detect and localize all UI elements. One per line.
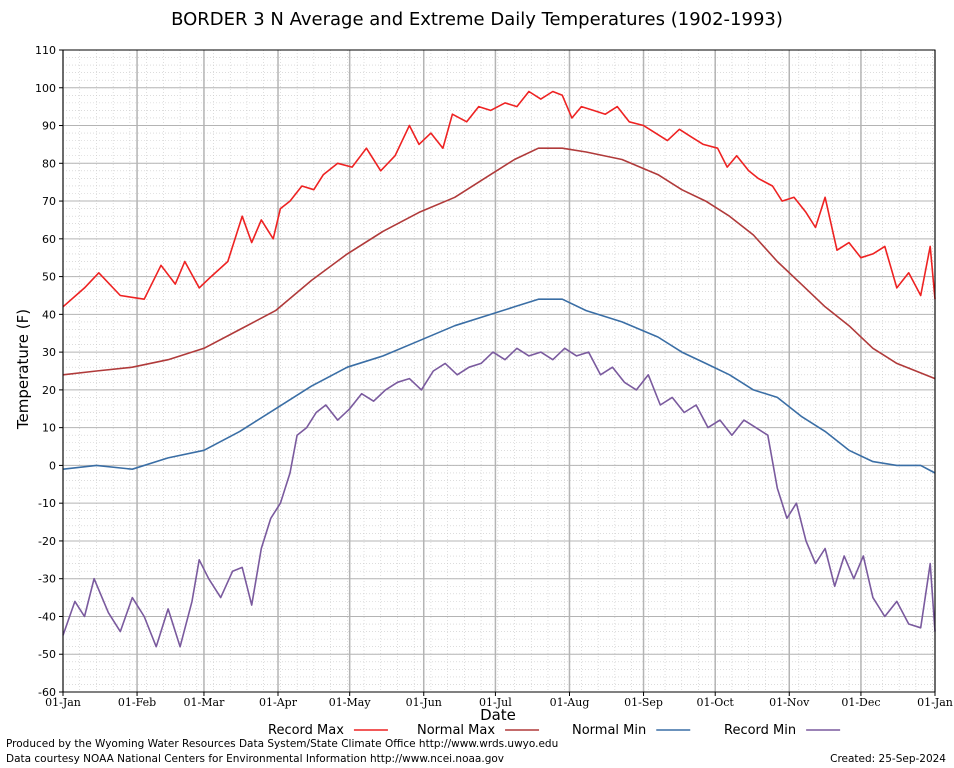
y-tick-label: -40 (38, 610, 56, 623)
series-layer (62, 90, 936, 648)
y-tick-label: -30 (38, 573, 56, 586)
x-axis: 01-Jan 01-Feb 01-Mar 01-Apr 01-May 01-Jun 01-J… (45, 692, 953, 709)
y-tick-label: 60 (42, 233, 56, 246)
chart-title: BORDER 3 N Average and Extreme Daily Tem… (171, 9, 783, 30)
series-line-normal-min (62, 298, 936, 474)
y-axis: 1101009080706050403020100-10-20-30-40-50… (35, 44, 63, 699)
y-tick-label: 90 (42, 120, 56, 133)
y-tick-label: -50 (38, 648, 56, 661)
y-tick-label: 30 (42, 346, 56, 359)
y-tick-label: 40 (42, 308, 56, 321)
legend-label: Normal Min (572, 723, 646, 738)
footer-produced-by: Produced by the Wyoming Water Resources … (6, 738, 559, 750)
y-tick-label: -60 (38, 686, 56, 699)
x-tick-label: 01-Dec (841, 696, 880, 709)
y-tick-label: -20 (38, 535, 56, 548)
x-tick-label: 01-Jan (917, 696, 953, 709)
y-tick-label: 20 (42, 384, 56, 397)
x-tick-label: 01-Aug (550, 696, 590, 709)
y-tick-label: 0 (49, 459, 56, 472)
x-tick-label: 01-Mar (184, 696, 226, 709)
x-tick-label: 01-Sep (624, 696, 663, 709)
series-line-record-min (62, 347, 936, 648)
plot-frame (62, 49, 936, 693)
major-grid (62, 49, 936, 693)
series-line-record-max (62, 90, 936, 308)
y-tick-label: 50 (42, 271, 56, 284)
x-tick-label: 01-May (329, 696, 372, 709)
footer-data-courtesy: Data courtesy NOAA National Centers for … (6, 753, 505, 765)
y-tick-label: -10 (38, 497, 56, 510)
legend-label: Record Min (724, 723, 796, 738)
x-axis-label: Date (480, 706, 516, 724)
y-tick-label: 70 (42, 195, 56, 208)
y-tick-label: 10 (42, 422, 56, 435)
x-tick-label: 01-Jul (479, 696, 512, 709)
x-tick-label: 01-Nov (769, 696, 810, 709)
y-tick-label: 80 (42, 157, 56, 170)
minor-grid (62, 49, 935, 693)
y-tick-label: 100 (35, 82, 56, 95)
x-tick-label: 01-Jun (406, 696, 442, 709)
x-tick-label: 01-Feb (118, 696, 156, 709)
y-axis-label: Temperature (F) (14, 308, 32, 430)
x-tick-label: 01-Jan (45, 696, 81, 709)
footer-created-date: Created: 25-Sep-2024 (830, 753, 946, 765)
x-tick-label: 01-Oct (697, 696, 735, 709)
legend: Record Max Normal Max Normal Min Record Min (268, 723, 841, 738)
x-tick-label: 01-Apr (259, 696, 298, 709)
legend-label: Record Max (268, 723, 344, 738)
y-tick-label: 110 (35, 44, 56, 57)
series-line-normal-max (62, 147, 936, 380)
legend-label: Normal Max (417, 723, 495, 738)
